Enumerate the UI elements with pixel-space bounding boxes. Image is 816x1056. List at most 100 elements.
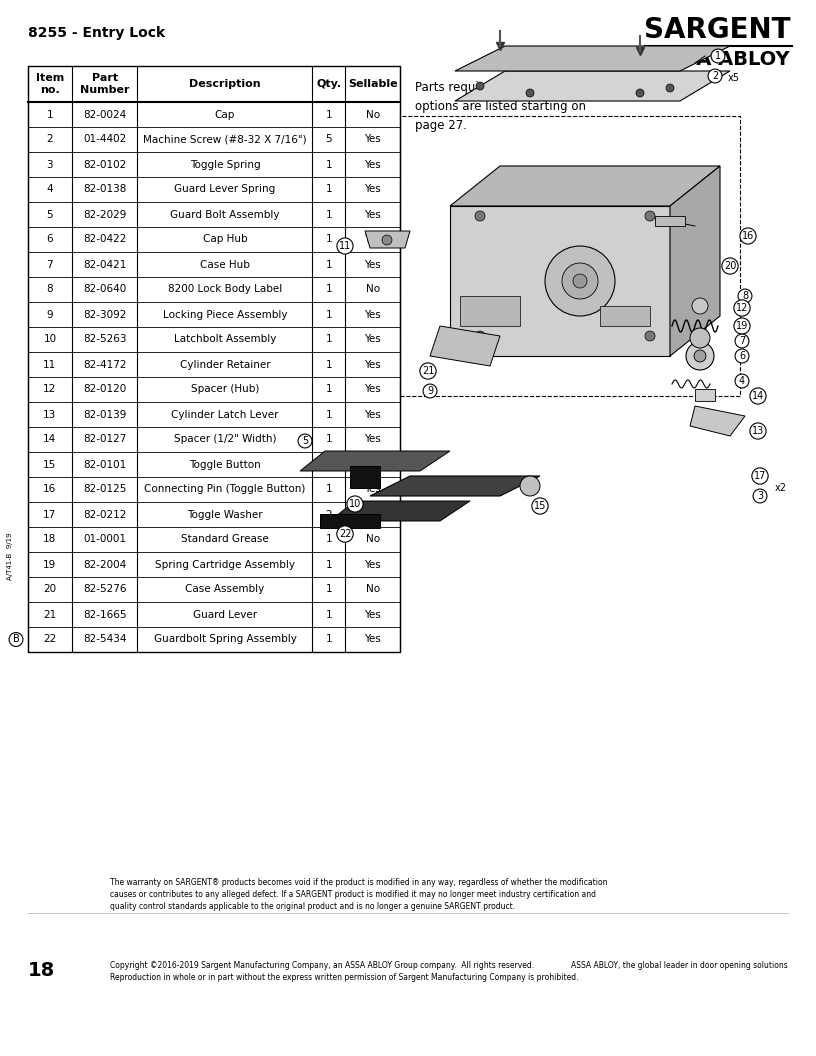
Text: Guardbolt Spring Assembly: Guardbolt Spring Assembly: [153, 635, 296, 644]
Text: 82-5276: 82-5276: [83, 585, 126, 595]
Polygon shape: [430, 326, 500, 366]
Text: Parts required for avaliable
options are listed starting on
page 27.: Parts required for avaliable options are…: [415, 81, 586, 132]
Text: Toggle Washer: Toggle Washer: [187, 509, 263, 520]
Text: 1: 1: [326, 585, 332, 595]
Text: Cap: Cap: [215, 110, 235, 119]
Text: Yes: Yes: [364, 260, 381, 269]
Text: Cap Hub: Cap Hub: [202, 234, 247, 245]
Text: 1: 1: [326, 234, 332, 245]
Text: Yes: Yes: [364, 335, 381, 344]
Text: 82-0212: 82-0212: [83, 509, 126, 520]
Text: 10: 10: [43, 335, 56, 344]
Text: Yes: Yes: [364, 234, 381, 245]
Text: 21: 21: [422, 366, 434, 376]
Text: 1: 1: [326, 384, 332, 395]
Text: 82-2004: 82-2004: [83, 560, 126, 569]
Circle shape: [382, 235, 392, 245]
Text: 7: 7: [47, 260, 53, 269]
Text: Yes: Yes: [364, 509, 381, 520]
Text: 82-0024: 82-0024: [83, 110, 126, 119]
Text: 1: 1: [326, 609, 332, 620]
Text: 14: 14: [752, 391, 764, 401]
Text: 6: 6: [739, 351, 745, 361]
Text: 12: 12: [736, 303, 748, 313]
Text: 1: 1: [326, 459, 332, 470]
Polygon shape: [450, 206, 670, 356]
Text: 22: 22: [43, 635, 56, 644]
Bar: [655, 216, 685, 226]
Text: Yes: Yes: [364, 384, 381, 395]
Text: No: No: [366, 534, 379, 545]
Text: 15: 15: [534, 501, 546, 511]
Text: No: No: [366, 284, 379, 295]
Text: No: No: [366, 585, 379, 595]
Text: Item
no.: Item no.: [36, 73, 64, 95]
Polygon shape: [455, 46, 730, 71]
Polygon shape: [455, 71, 730, 101]
Text: 18: 18: [28, 961, 55, 980]
Text: 8: 8: [47, 284, 53, 295]
Text: Cylinder Retainer: Cylinder Retainer: [180, 359, 270, 370]
Polygon shape: [370, 476, 540, 496]
Text: 82-0125: 82-0125: [83, 485, 126, 494]
Text: x2: x2: [775, 483, 787, 493]
Text: Yes: Yes: [364, 359, 381, 370]
Text: 82-0127: 82-0127: [83, 434, 126, 445]
Text: Yes: Yes: [364, 434, 381, 445]
Text: Yes: Yes: [364, 209, 381, 220]
Text: 17: 17: [43, 509, 56, 520]
Text: 1: 1: [326, 284, 332, 295]
Text: 1: 1: [326, 434, 332, 445]
Text: ASSA ABLOY, the global leader in door opening solutions: ASSA ABLOY, the global leader in door op…: [571, 961, 788, 970]
Text: 13: 13: [752, 426, 764, 436]
Text: 15: 15: [43, 459, 56, 470]
Text: Yes: Yes: [364, 635, 381, 644]
Polygon shape: [670, 166, 720, 356]
Text: 1: 1: [326, 635, 332, 644]
Text: 3: 3: [47, 159, 53, 170]
Text: The warranty on SARGENT® products becomes void if the product is modified in any: The warranty on SARGENT® products become…: [110, 879, 607, 911]
Text: 82-3092: 82-3092: [83, 309, 126, 320]
Text: Yes: Yes: [364, 159, 381, 170]
Text: Standard Grease: Standard Grease: [181, 534, 268, 545]
Circle shape: [526, 89, 534, 97]
Text: Cylinder Latch Lever: Cylinder Latch Lever: [171, 410, 279, 419]
Polygon shape: [690, 406, 745, 436]
Bar: [695, 389, 715, 401]
Text: 1: 1: [326, 359, 332, 370]
Text: ASSA ABLOY: ASSA ABLOY: [654, 50, 790, 69]
Text: 1: 1: [326, 485, 332, 494]
Text: 2: 2: [47, 134, 53, 145]
Bar: [460, 296, 520, 326]
Text: Sellable: Sellable: [348, 79, 397, 89]
Text: 13: 13: [43, 410, 56, 419]
Text: 8: 8: [742, 291, 748, 301]
Text: Yes: Yes: [364, 609, 381, 620]
Text: 1: 1: [326, 110, 332, 119]
Text: 9: 9: [427, 386, 433, 396]
Text: 5: 5: [302, 436, 308, 446]
Circle shape: [690, 328, 710, 348]
Text: 1: 1: [326, 335, 332, 344]
Text: 16: 16: [43, 485, 56, 494]
Text: 82-5263: 82-5263: [83, 335, 126, 344]
Text: Guard Bolt Assembly: Guard Bolt Assembly: [171, 209, 280, 220]
Circle shape: [686, 342, 714, 370]
Circle shape: [666, 84, 674, 92]
Text: No: No: [366, 110, 379, 119]
Text: Yes: Yes: [364, 134, 381, 145]
Circle shape: [475, 211, 485, 221]
Text: 17: 17: [754, 471, 766, 480]
Text: 2: 2: [326, 509, 332, 520]
Text: Spacer (1/2" Width): Spacer (1/2" Width): [174, 434, 276, 445]
Text: 16: 16: [742, 231, 754, 241]
Text: 1: 1: [47, 110, 53, 119]
Text: 4: 4: [739, 376, 745, 386]
Text: 82-0422: 82-0422: [83, 234, 126, 245]
Text: 1: 1: [326, 209, 332, 220]
Text: 12: 12: [43, 384, 56, 395]
Text: Machine Screw (#8-32 X 7/16"): Machine Screw (#8-32 X 7/16"): [143, 134, 307, 145]
Text: Case Assembly: Case Assembly: [185, 585, 264, 595]
Circle shape: [545, 246, 615, 316]
Text: Yes: Yes: [364, 185, 381, 194]
